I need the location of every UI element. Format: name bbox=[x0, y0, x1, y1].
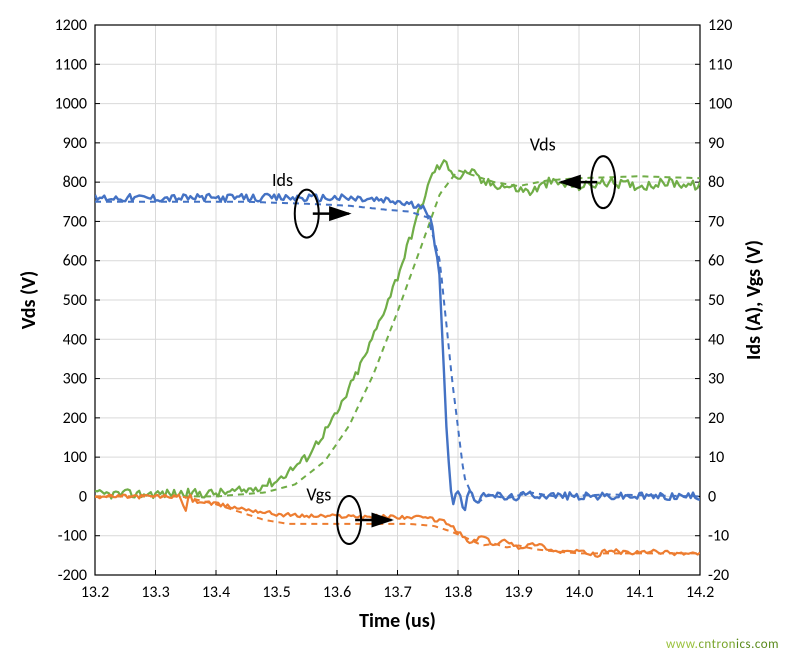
svg-text:400: 400 bbox=[63, 330, 87, 349]
vds-label: Vds bbox=[530, 134, 556, 156]
chart-frame: -200-10001002003004005006007008009001000… bbox=[0, 0, 797, 660]
x-axis-title: Time (us) bbox=[359, 609, 436, 633]
svg-text:13.9: 13.9 bbox=[504, 583, 532, 602]
svg-text:40: 40 bbox=[708, 330, 724, 349]
svg-text:110: 110 bbox=[708, 55, 732, 74]
svg-text:900: 900 bbox=[63, 134, 87, 153]
svg-text:80: 80 bbox=[708, 173, 724, 192]
svg-text:13.5: 13.5 bbox=[262, 583, 290, 602]
svg-text:600: 600 bbox=[63, 252, 87, 271]
svg-text:13.7: 13.7 bbox=[383, 583, 411, 602]
svg-text:-100: -100 bbox=[58, 527, 87, 546]
svg-text:700: 700 bbox=[63, 212, 87, 231]
y-left-axis-title: Vds (V) bbox=[17, 271, 41, 329]
svg-text:60: 60 bbox=[708, 252, 724, 271]
svg-text:20: 20 bbox=[708, 409, 724, 428]
ids-label: Ids bbox=[272, 169, 293, 191]
switching-waveform-chart: -200-10001002003004005006007008009001000… bbox=[0, 0, 797, 660]
svg-text:13.6: 13.6 bbox=[323, 583, 351, 602]
svg-text:30: 30 bbox=[708, 370, 724, 389]
svg-text:10: 10 bbox=[708, 448, 724, 467]
svg-text:13.3: 13.3 bbox=[141, 583, 169, 602]
y-right-axis-title: Ids (A), Vgs (V) bbox=[742, 240, 766, 360]
svg-text:1000: 1000 bbox=[55, 95, 87, 114]
svg-text:0: 0 bbox=[79, 487, 87, 506]
svg-text:90: 90 bbox=[708, 134, 724, 153]
svg-text:100: 100 bbox=[63, 448, 87, 467]
svg-text:120: 120 bbox=[708, 16, 732, 35]
svg-text:1200: 1200 bbox=[55, 16, 87, 35]
svg-text:0: 0 bbox=[708, 487, 716, 506]
svg-text:13.2: 13.2 bbox=[81, 583, 109, 602]
svg-text:50: 50 bbox=[708, 291, 724, 310]
svg-text:14.2: 14.2 bbox=[686, 583, 714, 602]
svg-text:100: 100 bbox=[708, 95, 732, 114]
svg-text:14.1: 14.1 bbox=[625, 583, 653, 602]
svg-text:-10: -10 bbox=[708, 527, 729, 546]
svg-text:1100: 1100 bbox=[55, 55, 87, 74]
svg-text:300: 300 bbox=[63, 370, 87, 389]
svg-text:500: 500 bbox=[63, 291, 87, 310]
vgs-label: Vgs bbox=[306, 483, 331, 505]
svg-text:200: 200 bbox=[63, 409, 87, 428]
svg-text:13.8: 13.8 bbox=[444, 583, 472, 602]
svg-text:800: 800 bbox=[63, 173, 87, 192]
svg-text:14.0: 14.0 bbox=[565, 583, 593, 602]
svg-text:70: 70 bbox=[708, 212, 724, 231]
svg-text:13.4: 13.4 bbox=[202, 583, 230, 602]
